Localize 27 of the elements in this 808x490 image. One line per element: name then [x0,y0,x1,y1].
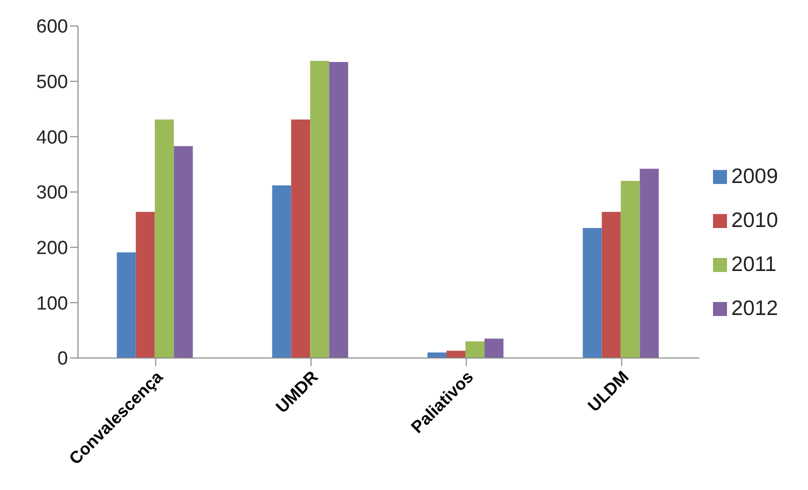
bar [310,60,330,358]
y-tick-label: 200 [36,238,68,260]
y-tick-label: 300 [36,182,68,204]
bar [329,62,348,358]
y-tick-label: 500 [36,72,68,94]
bar [602,212,621,358]
bar [465,341,484,358]
bar [582,228,602,358]
legend-label: 2009 [731,165,778,188]
y-tick-label: 600 [36,16,68,38]
bar [291,120,310,358]
bar [116,252,136,358]
legend-label: 2010 [731,209,778,232]
bar [136,212,155,358]
y-tick-label: 100 [36,293,68,314]
bar [484,338,504,358]
bar [640,168,659,358]
bar [272,185,292,358]
bar [620,180,640,358]
legend-label: 2012 [731,297,778,320]
y-tick-label: 0 [57,348,68,370]
bar [174,146,193,358]
legend-label: 2011 [731,253,776,276]
y-tick-label: 400 [36,127,68,148]
bar [427,352,446,358]
bar [154,120,174,358]
bar [446,350,466,358]
